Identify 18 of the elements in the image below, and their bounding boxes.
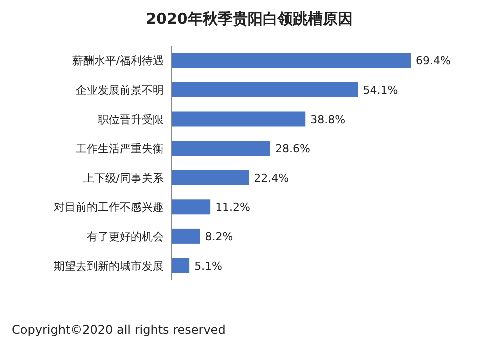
category-label: 上下级/同事关系 <box>83 172 164 185</box>
category-label: 期望去到新的城市发展 <box>54 260 164 273</box>
value-label: 8.2% <box>205 230 234 244</box>
value-label: 54.1% <box>363 84 398 97</box>
value-label: 69.4% <box>416 54 451 68</box>
value-label: 5.1% <box>194 260 223 273</box>
category-label: 对目前的工作不感兴趣 <box>54 201 164 214</box>
annotation: Copyright©2020 all rights reserved <box>12 323 226 337</box>
category-label: 薪酬水平/福利待遇 <box>72 54 164 68</box>
value-label: 38.8% <box>310 113 346 126</box>
category-label: 工作生活严重失衡 <box>76 142 164 156</box>
value-label: 22.4% <box>254 172 290 185</box>
category-label: 企业发展前景不明 <box>76 84 164 97</box>
category-label: 职位晋升受限 <box>98 113 164 126</box>
value-label: 28.6% <box>276 142 310 156</box>
title: 2020年秋季贵阳白领跳槽原因 <box>146 10 353 28</box>
value-label: 11.2% <box>216 201 251 214</box>
category-label: 有了更好的机会 <box>87 230 164 244</box>
